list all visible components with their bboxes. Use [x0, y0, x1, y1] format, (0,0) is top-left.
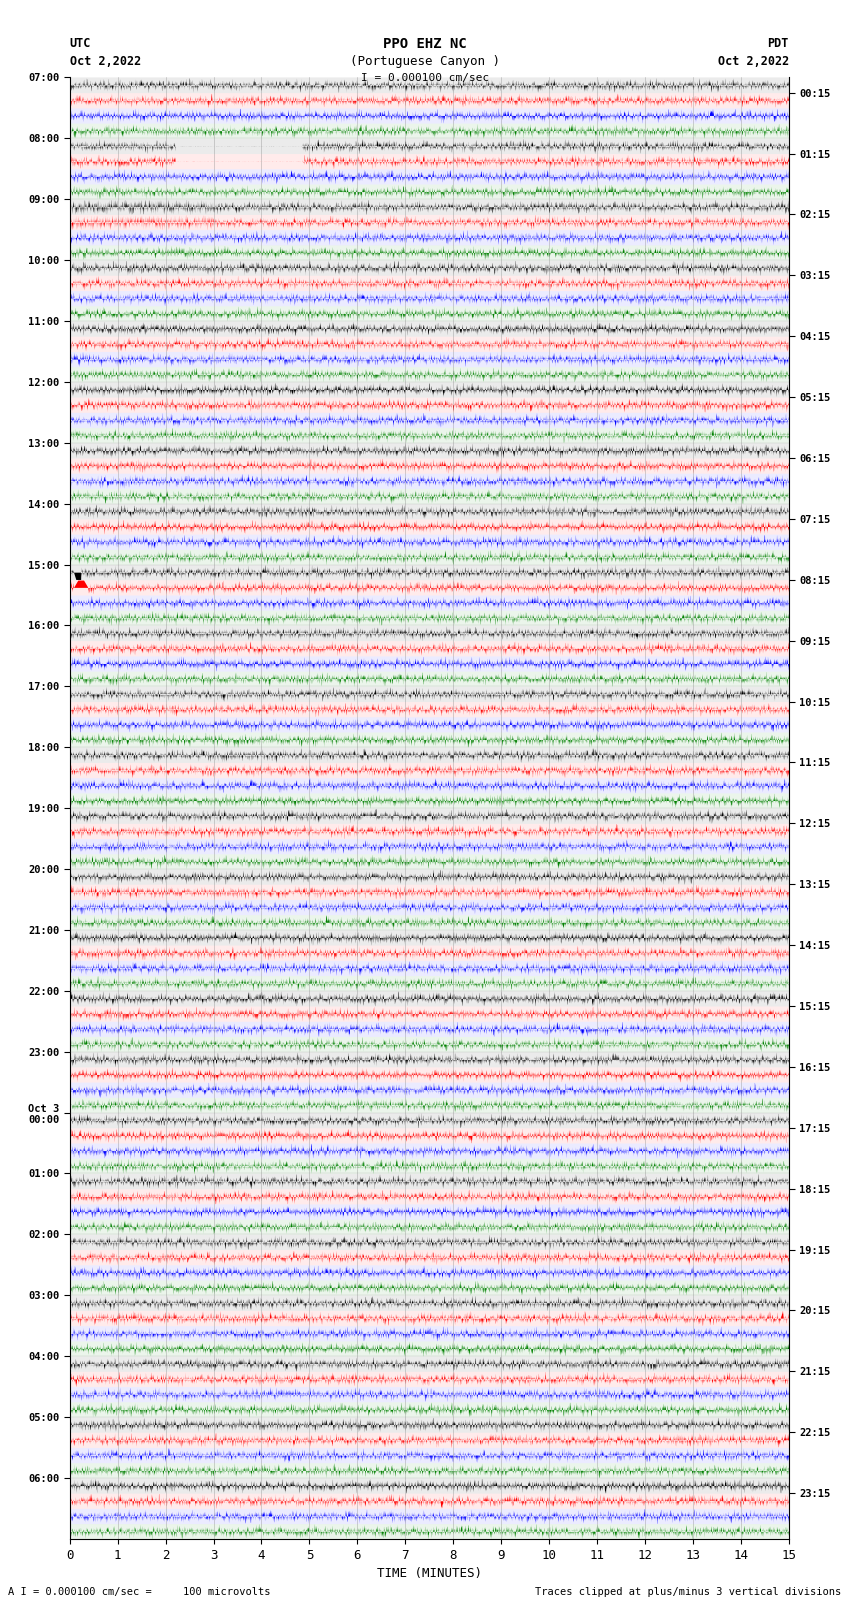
- Text: A I = 0.000100 cm/sec =     100 microvolts: A I = 0.000100 cm/sec = 100 microvolts: [8, 1587, 271, 1597]
- Text: Traces clipped at plus/minus 3 vertical divisions: Traces clipped at plus/minus 3 vertical …: [536, 1587, 842, 1597]
- X-axis label: TIME (MINUTES): TIME (MINUTES): [377, 1568, 482, 1581]
- Text: (Portuguese Canyon ): (Portuguese Canyon ): [350, 55, 500, 68]
- Text: Oct 2,2022: Oct 2,2022: [717, 55, 789, 68]
- Text: PDT: PDT: [768, 37, 789, 50]
- Text: UTC: UTC: [70, 37, 91, 50]
- Text: I = 0.000100 cm/sec: I = 0.000100 cm/sec: [361, 73, 489, 82]
- Text: PPO EHZ NC: PPO EHZ NC: [383, 37, 467, 52]
- Text: Oct 2,2022: Oct 2,2022: [70, 55, 141, 68]
